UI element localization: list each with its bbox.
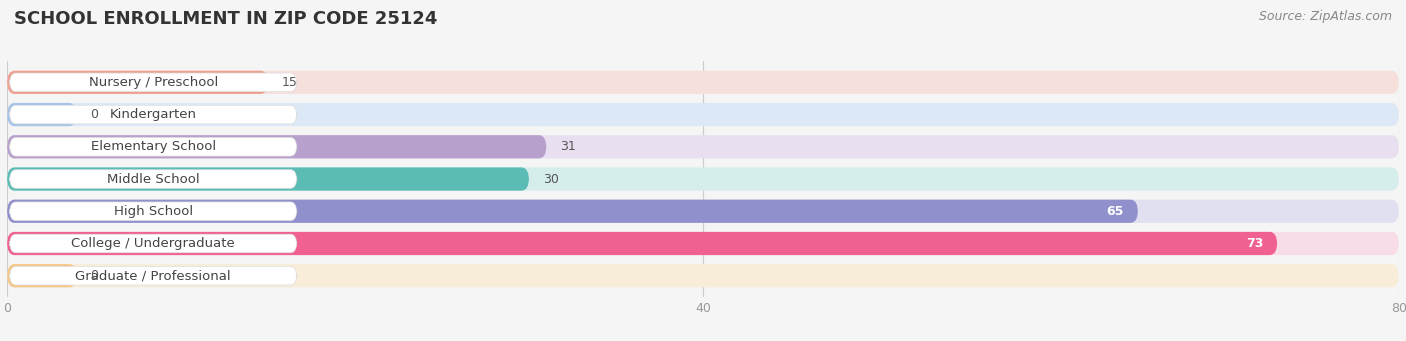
FancyBboxPatch shape: [7, 232, 1399, 255]
Text: SCHOOL ENROLLMENT IN ZIP CODE 25124: SCHOOL ENROLLMENT IN ZIP CODE 25124: [14, 10, 437, 28]
FancyBboxPatch shape: [10, 170, 297, 188]
FancyBboxPatch shape: [7, 199, 1137, 223]
FancyBboxPatch shape: [10, 266, 297, 285]
Text: Middle School: Middle School: [107, 173, 200, 186]
Text: High School: High School: [114, 205, 193, 218]
FancyBboxPatch shape: [7, 232, 1277, 255]
Text: Source: ZipAtlas.com: Source: ZipAtlas.com: [1258, 10, 1392, 23]
Text: 73: 73: [1246, 237, 1263, 250]
FancyBboxPatch shape: [7, 135, 1399, 159]
FancyBboxPatch shape: [7, 167, 529, 191]
FancyBboxPatch shape: [7, 103, 77, 126]
FancyBboxPatch shape: [7, 264, 1399, 287]
FancyBboxPatch shape: [7, 71, 1399, 94]
Text: Kindergarten: Kindergarten: [110, 108, 197, 121]
FancyBboxPatch shape: [10, 234, 297, 253]
Text: 0: 0: [90, 269, 98, 282]
Text: 65: 65: [1107, 205, 1123, 218]
Text: Elementary School: Elementary School: [90, 140, 215, 153]
FancyBboxPatch shape: [10, 105, 297, 124]
Text: College / Undergraduate: College / Undergraduate: [72, 237, 235, 250]
Text: 31: 31: [561, 140, 576, 153]
Text: Nursery / Preschool: Nursery / Preschool: [89, 76, 218, 89]
Text: 30: 30: [543, 173, 558, 186]
FancyBboxPatch shape: [7, 167, 1399, 191]
FancyBboxPatch shape: [7, 71, 269, 94]
FancyBboxPatch shape: [7, 103, 1399, 126]
FancyBboxPatch shape: [7, 199, 1399, 223]
FancyBboxPatch shape: [10, 137, 297, 156]
Text: 15: 15: [283, 76, 298, 89]
FancyBboxPatch shape: [7, 264, 77, 287]
Text: 0: 0: [90, 108, 98, 121]
Text: Graduate / Professional: Graduate / Professional: [76, 269, 231, 282]
FancyBboxPatch shape: [7, 135, 547, 159]
FancyBboxPatch shape: [10, 73, 297, 92]
FancyBboxPatch shape: [10, 202, 297, 221]
